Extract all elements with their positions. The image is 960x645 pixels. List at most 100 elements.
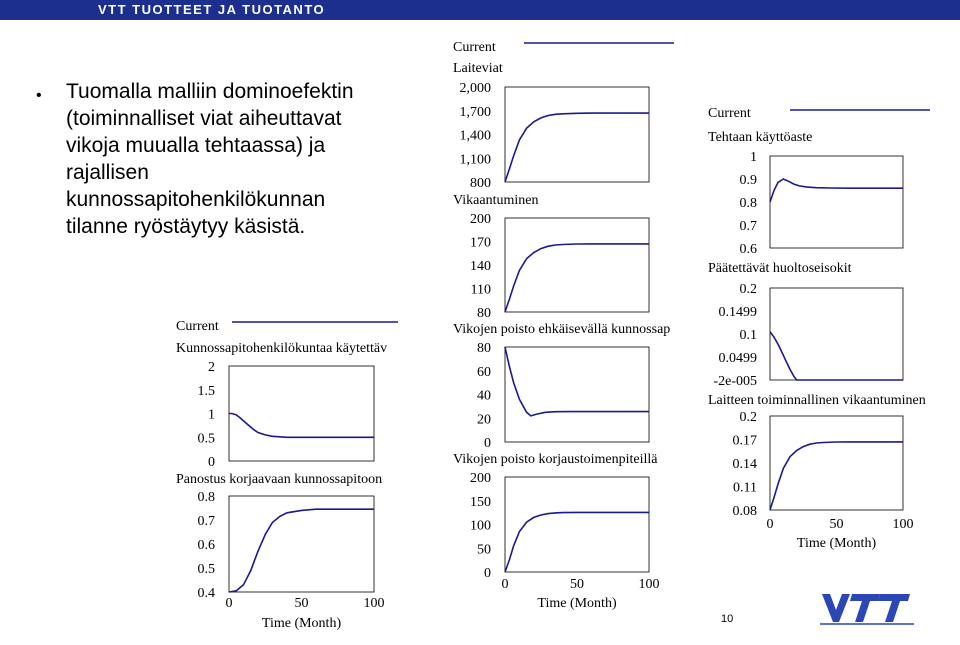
header-bar: VTT TUOTTEET JA TUOTANTO — [0, 0, 960, 20]
y-tick-label: 150 — [470, 495, 491, 510]
y-tick-label: 20 — [477, 412, 491, 427]
x-tick-label: 0 — [502, 577, 509, 592]
plot-frame — [504, 346, 650, 443]
y-tick-label: 0 — [484, 436, 491, 451]
x-tick-label: 50 — [570, 577, 584, 592]
series-line — [228, 508, 374, 593]
y-tick-label: 0.1499 — [719, 305, 758, 320]
y-tick-label: 0.7 — [198, 514, 216, 529]
y-tick-label: 0 — [484, 566, 491, 581]
panel-title: Laiteviat — [453, 61, 503, 76]
panel-title: Laitteen toiminnallinen vikaantuminen — [708, 393, 926, 408]
series-line — [769, 331, 903, 381]
plot-frame — [228, 495, 375, 593]
y-tick-label: 80 — [477, 341, 491, 356]
y-tick-label: 800 — [470, 176, 491, 191]
y-tick-label: 200 — [470, 471, 491, 486]
panel-title: Kunnossapitohenkilökuntaa käytettäv — [176, 341, 387, 356]
x-tick-label: 100 — [893, 517, 914, 532]
panel-title: Vikojen poisto ehkäisevällä kunnossap — [453, 322, 670, 337]
y-tick-label: 0.17 — [733, 434, 758, 449]
x-axis-label: Time (Month) — [537, 596, 617, 611]
page-number: 10 — [721, 613, 734, 625]
y-tick-label: 0.2 — [740, 282, 758, 297]
y-tick-label: 1 — [750, 150, 757, 165]
y-tick-label: 50 — [477, 542, 491, 557]
intro-line: tilanne ryöstäytyy käsistä. — [66, 215, 306, 238]
y-tick-label: 0.08 — [733, 504, 758, 519]
x-tick-label: 50 — [830, 517, 844, 532]
x-axis-label: Time (Month) — [262, 616, 342, 631]
y-tick-label: 1.5 — [198, 384, 216, 399]
intro-line: (toiminnalliset viat aiheuttavat — [66, 107, 342, 130]
intro-line: Tuomalla malliin dominoefektin — [66, 80, 354, 103]
y-tick-label: 1,100 — [460, 152, 492, 167]
panel-title: Panostus korjaavaan kunnossapitoon — [176, 472, 382, 487]
y-tick-label: 0.5 — [198, 562, 216, 577]
panel-title: Vikaantuminen — [453, 193, 538, 208]
intro-line: rajallisen — [66, 161, 149, 184]
series-line — [504, 346, 649, 417]
series-line — [504, 243, 649, 313]
y-tick-label: 1,700 — [460, 105, 492, 120]
series-line — [229, 412, 374, 439]
x-tick-label: 0 — [767, 517, 774, 532]
x-tick-label: 0 — [226, 596, 233, 611]
y-tick-label: 2,000 — [460, 81, 492, 96]
plot-frame — [769, 287, 904, 381]
x-tick-label: 100 — [639, 577, 660, 592]
panel-title: Vikojen poisto korjaustoimenpiteillä — [453, 452, 658, 467]
y-tick-label: 200 — [470, 212, 491, 227]
y-tick-label: 0.8 — [198, 490, 216, 505]
y-tick-label: 170 — [470, 236, 491, 251]
plot-frame — [504, 217, 650, 313]
y-tick-label: 1 — [208, 408, 215, 423]
x-axis-label: Time (Month) — [797, 536, 877, 551]
series-line — [504, 511, 649, 573]
y-tick-label: 0.1 — [740, 328, 758, 343]
y-tick-label: 0.14 — [733, 457, 758, 472]
y-tick-label: 100 — [470, 519, 491, 534]
legend-label: Current — [708, 106, 751, 121]
y-tick-label: 0.7 — [740, 219, 758, 234]
panel-title: Päätettävät huoltoseisokit — [708, 261, 852, 276]
y-tick-label: 0.11 — [733, 481, 757, 496]
x-tick-label: 100 — [364, 596, 385, 611]
y-tick-label: 60 — [477, 365, 491, 380]
y-tick-label: 2 — [208, 360, 215, 375]
y-tick-label: 0.2 — [740, 410, 758, 425]
legend-label: Current — [176, 319, 219, 334]
y-tick-label: 1,400 — [460, 129, 492, 144]
intro-text: Tuomalla malliin dominoefektin (toiminna… — [66, 78, 406, 240]
header-title: VTT TUOTTEET JA TUOTANTO — [98, 2, 326, 17]
y-tick-label: 140 — [470, 259, 491, 274]
y-tick-label: 0.8 — [740, 196, 758, 211]
vtt-logo — [818, 590, 918, 631]
intro-line: kunnossapitohenkilökunnan — [66, 188, 326, 211]
plot-frame — [769, 155, 904, 249]
panel-title: Tehtaan käyttöaste — [708, 130, 812, 145]
intro-line: vikoja muualla tehtaassa) ja — [66, 134, 326, 157]
legend-label: Current — [453, 40, 496, 55]
y-tick-label: 40 — [477, 389, 491, 404]
y-tick-label: 0.6 — [740, 242, 758, 257]
y-tick-label: 0 — [208, 455, 215, 470]
y-tick-label: 0.5 — [198, 431, 216, 446]
plot-frame — [504, 476, 650, 573]
series-line — [504, 112, 649, 183]
series-line — [769, 441, 903, 511]
series-line — [769, 178, 903, 203]
y-tick-label: 110 — [471, 283, 491, 298]
y-tick-label: 0.6 — [198, 538, 216, 553]
y-tick-label: 0.9 — [740, 173, 758, 188]
y-tick-label: 0.0499 — [719, 351, 758, 366]
plot-frame — [504, 86, 650, 183]
y-tick-label: 0.4 — [198, 586, 216, 601]
y-tick-label: 80 — [477, 306, 491, 321]
x-tick-label: 50 — [295, 596, 309, 611]
y-tick-label: -2e-005 — [713, 374, 757, 389]
plot-frame — [769, 415, 904, 511]
plot-frame — [228, 365, 375, 462]
bullet-dot: • — [36, 87, 42, 104]
